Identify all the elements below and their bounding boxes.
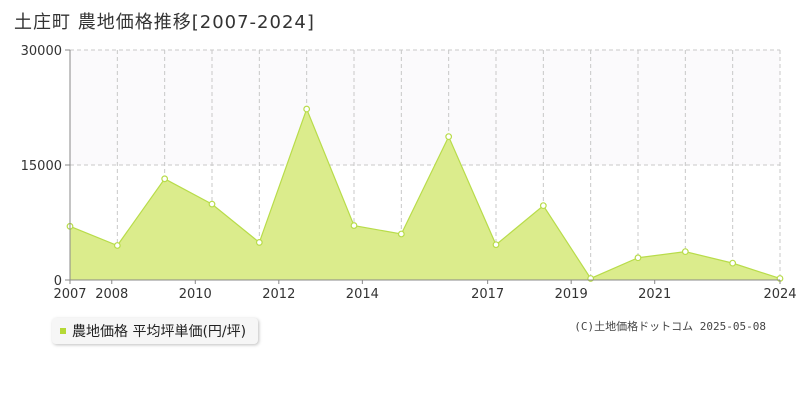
x-tick-label: 2008: [95, 287, 128, 302]
data-point: [397, 230, 405, 238]
x-tick-label: 2012: [262, 287, 295, 302]
data-point: [113, 242, 121, 249]
x-tick-label: 2010: [179, 287, 212, 302]
x-tick-label: 2017: [471, 287, 504, 302]
data-point: [208, 200, 216, 208]
y-tick-label: 0: [54, 274, 62, 289]
data-point: [634, 254, 642, 262]
x-tick-label: 2019: [555, 287, 588, 302]
series-line: [69, 107, 781, 280]
data-point: [350, 222, 358, 229]
upper-band: [70, 50, 780, 165]
data-point: [729, 259, 737, 267]
data-point: [445, 133, 453, 141]
copyright-text: (C)土地価格ドットコム 2025-05-08: [574, 320, 766, 333]
data-point: [681, 248, 689, 256]
legend-label: 農地価格 平均坪単価(円/坪): [72, 324, 247, 340]
y-tick-label: 15000: [21, 159, 62, 174]
legend: 農地価格 平均坪単価(円/坪): [52, 318, 259, 344]
chart-title: 土庄町 農地価格推移[2007-2024]: [14, 12, 315, 33]
data-point: [161, 175, 169, 183]
data-point: [255, 239, 263, 246]
x-tick-label: 2014: [346, 287, 379, 302]
legend-swatch-icon: [60, 328, 66, 334]
x-tick-label: 2007: [53, 287, 86, 302]
y-tick-label: 30000: [21, 44, 62, 59]
data-point: [303, 105, 311, 113]
series-area: [70, 109, 780, 281]
data-point: [539, 202, 547, 210]
data-point: [492, 241, 500, 249]
x-tick-label: 2021: [638, 287, 671, 302]
x-tick-label: 2024: [763, 287, 796, 302]
